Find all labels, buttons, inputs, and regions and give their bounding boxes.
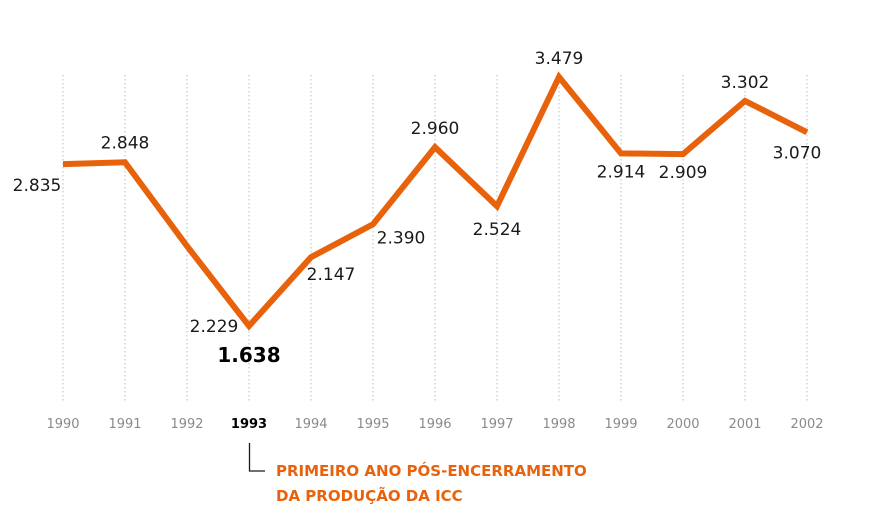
data-label-1990: 2.835	[13, 176, 62, 196]
vertical-gridlines	[62, 75, 808, 402]
x-tick-1993: 1993	[231, 417, 267, 432]
x-tick-1996: 1996	[418, 417, 451, 432]
data-label-1997: 2.524	[473, 220, 522, 240]
x-tick-1994: 1994	[294, 417, 327, 432]
annotation-text-line-1: PRIMEIRO ANO PÓS-ENCERRAMENTO	[276, 461, 587, 480]
data-label-1999: 2.914	[597, 162, 646, 182]
data-label-1995: 2.390	[377, 228, 426, 248]
data-label-1991: 2.848	[101, 133, 150, 153]
x-tick-1999: 1999	[604, 417, 637, 432]
x-tick-1992: 1992	[170, 417, 203, 432]
x-tick-1991: 1991	[108, 417, 141, 432]
data-label-2002: 3.070	[773, 143, 822, 163]
data-label-1994: 2.147	[307, 265, 356, 285]
data-label-1992: 2.229	[190, 317, 239, 337]
data-label-1996: 2.960	[411, 119, 460, 139]
annotation-bracket	[248, 443, 265, 472]
x-tick-1990: 1990	[46, 417, 79, 432]
x-axis-ticks: 1990 1991 1992 1993 1994 1995 1996 1997 1998 1999…	[46, 417, 823, 432]
data-label-2000: 2.909	[659, 163, 708, 183]
x-tick-2001: 2001	[728, 417, 761, 432]
data-label-2001: 3.302	[721, 73, 770, 93]
annotation: PRIMEIRO ANO PÓS-ENCERRAMENTO DA PRODUÇÃ…	[248, 443, 587, 505]
x-tick-1997: 1997	[480, 417, 513, 432]
x-tick-1995: 1995	[356, 417, 389, 432]
series-line	[62, 71, 809, 331]
data-label-1993: 1.638	[217, 343, 280, 367]
data-label-1998: 3.479	[535, 49, 584, 69]
data-labels: 2.835 2.848 2.229 1.638 2.147 2.390 2.960 2.524…	[13, 49, 822, 367]
x-tick-2000: 2000	[666, 417, 699, 432]
x-tick-2002: 2002	[790, 417, 823, 432]
annotation-text-line-2: DA PRODUÇÃO DA ICC	[276, 486, 463, 505]
x-tick-1998: 1998	[542, 417, 575, 432]
